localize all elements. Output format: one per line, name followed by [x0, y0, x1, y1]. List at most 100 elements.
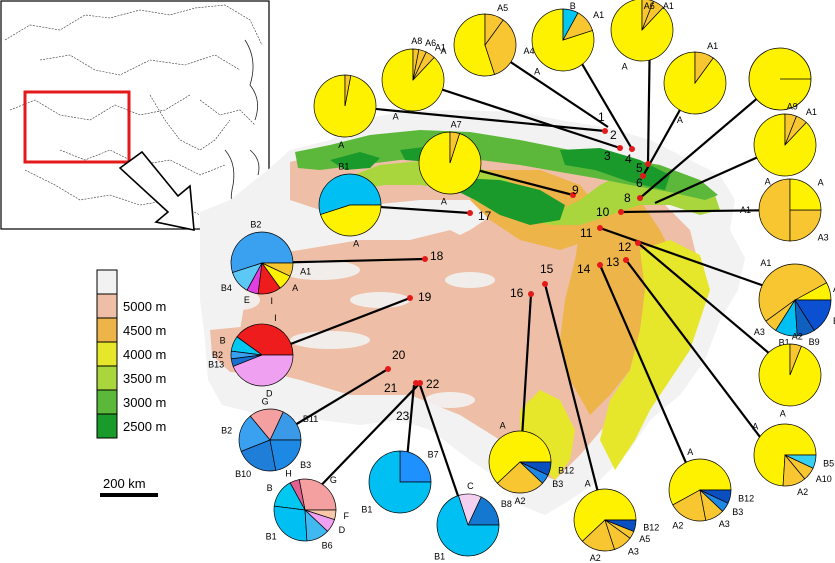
pie-slice-label: B3 — [552, 479, 563, 489]
pie-slice-label: B2 — [250, 220, 261, 230]
pie-slice-label: A6 — [425, 38, 436, 48]
site-dot — [637, 195, 643, 201]
pie-slice — [240, 439, 277, 472]
pie-slice-label: A3 — [818, 233, 829, 243]
pie-site-8b: A A1 A9 — [753, 102, 817, 186]
pie-slice-label: A1 — [806, 107, 817, 117]
pie-slice-label: A3 — [719, 519, 730, 529]
site-dot — [528, 291, 534, 297]
pie-slice — [399, 450, 432, 483]
pie-slice — [436, 495, 500, 557]
site-number: 21 — [384, 381, 398, 395]
site-number: 19 — [418, 290, 432, 304]
pie-slice — [232, 354, 294, 387]
pie-slice-label: A4 — [524, 46, 535, 56]
pie-site-8: A — [748, 47, 812, 123]
site-dot — [617, 145, 623, 151]
pie-slice-label: A — [585, 479, 591, 489]
pie-slice-label: A — [833, 284, 835, 294]
pie-slice — [412, 48, 420, 81]
site-dot — [623, 257, 629, 263]
pie-slice-label: D — [266, 388, 273, 398]
pie-slice-label: B8 — [501, 499, 512, 509]
pie-site-18: B2 B4 E I AA1 — [221, 220, 311, 306]
pie-slice-label: A2 — [514, 496, 525, 506]
pie-slice — [484, 19, 517, 75]
pie-slice-label: B9 — [809, 337, 820, 347]
pie-slice-label: B13 — [208, 360, 224, 370]
site-number: 2 — [610, 128, 617, 142]
inset-arrow — [118, 150, 195, 232]
pie-slice-label: A1 — [593, 10, 604, 20]
site-number: 11 — [580, 226, 593, 240]
site-dot — [385, 366, 391, 372]
pie-slice-label: B3 — [732, 507, 743, 517]
legend-swatch — [96, 389, 118, 415]
pie-slice-label: B12 — [738, 494, 754, 504]
site-number: 1 — [598, 110, 605, 124]
scale-bar-label: 200 km — [103, 476, 146, 491]
pie-slice-label: H — [285, 468, 292, 478]
site-number: 13 — [606, 255, 620, 269]
pie-slice — [484, 13, 504, 47]
pie-slice — [488, 430, 552, 484]
pie-slice-label: A2 — [792, 332, 803, 342]
pie-slice-label: A1 — [435, 43, 446, 53]
legend-label: 5000 m — [123, 299, 166, 314]
site-number: 9 — [572, 183, 579, 197]
pie-slice — [562, 8, 579, 41]
pie-slice — [789, 343, 802, 376]
pie-slice-label: B11 — [303, 414, 318, 424]
pie-slice — [694, 51, 714, 85]
pie-slice — [604, 519, 637, 532]
pie-slice — [418, 131, 482, 195]
pie-slice-label: B2 — [221, 425, 232, 435]
pie-slice-label: A — [441, 197, 447, 207]
pie-slice-label: A10 — [816, 474, 832, 484]
pie-slice-label: A — [534, 67, 540, 77]
pie-slice — [789, 178, 822, 211]
pie-slice — [672, 489, 707, 522]
pie-slice — [758, 178, 791, 242]
site-number: 12 — [618, 240, 632, 254]
pie-site-23: B7 B1 — [361, 449, 438, 514]
pie-slice-label: A1 — [663, 1, 674, 11]
pie-slice — [758, 263, 828, 322]
site-dot — [422, 256, 428, 262]
pie-slice-label: B14 — [833, 316, 835, 326]
site-number: 16 — [510, 286, 524, 300]
site-dot — [597, 262, 603, 268]
pie-site-12: A A2 — [758, 332, 822, 418]
haplotype-pies: AAA1A6A8AA4A5AA1BAA1A6AA1AAA1A9AA7A1A3AA… — [208, 0, 835, 563]
pie-slice — [784, 454, 817, 469]
pie-slice-label: A7 — [451, 120, 462, 130]
pie-slice-label: I — [270, 296, 273, 306]
pie-slice-label: A — [500, 421, 506, 431]
pie-slice-label: B1 — [338, 162, 349, 172]
site-number: 3 — [604, 149, 611, 163]
pie-slice-label: A2 — [590, 553, 601, 563]
pie-slice — [238, 415, 271, 452]
pie-slice-label: A8 — [411, 36, 422, 46]
site-dot — [629, 146, 635, 152]
pie-slice — [269, 439, 302, 471]
pie-slice-label: A9 — [787, 102, 798, 112]
site-numbers: 1 2 3 4 5 6 8 9 10 11 12 13 14 15 16 17 … — [384, 110, 643, 423]
pie-site-6: A A1 — [663, 41, 727, 125]
pie-slice — [453, 13, 496, 77]
pie-slice-label: I — [274, 313, 277, 323]
pie-slice — [344, 74, 352, 107]
site-dot — [467, 210, 473, 216]
site-number: 14 — [577, 262, 591, 276]
site-number: 10 — [596, 205, 610, 219]
pie-site-10: A1 A3 A — [740, 177, 829, 242]
legend-swatch — [96, 269, 118, 295]
pie-slice-label: A — [780, 408, 786, 418]
pie-slice — [273, 505, 308, 542]
pie-slice-label: A6 — [644, 1, 655, 11]
pie-slice-label: E — [244, 295, 250, 305]
pie-slice — [610, 0, 674, 62]
pie-slice-label: D — [339, 525, 346, 535]
